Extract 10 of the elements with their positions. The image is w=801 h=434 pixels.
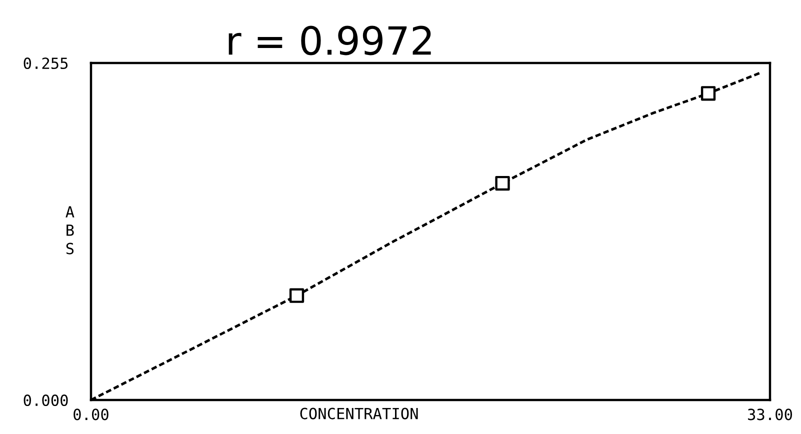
- x-tick-label: 0.00: [74, 408, 108, 420]
- y-axis-title: ABS: [66, 206, 74, 254]
- y-tick-label: 0.255: [24, 58, 68, 70]
- x-tick-label: 33.00: [748, 408, 792, 420]
- y-tick-label: 0.000: [24, 394, 68, 406]
- point: [289, 288, 304, 303]
- point: [495, 176, 510, 191]
- chart-title: r = 0.9972: [228, 26, 431, 56]
- point: [700, 86, 716, 101]
- x-axis-title: CONCENTRATION: [300, 408, 418, 420]
